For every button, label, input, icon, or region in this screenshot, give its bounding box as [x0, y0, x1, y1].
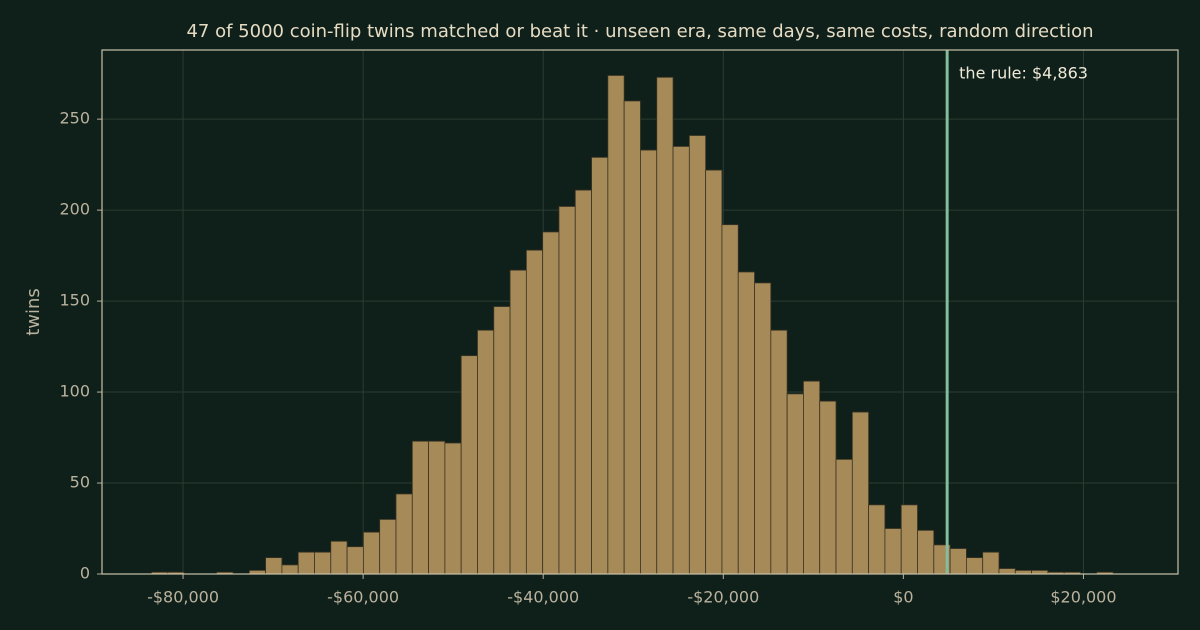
- x-tick-label: -$40,000: [507, 588, 579, 607]
- x-tick-label: -$80,000: [147, 588, 219, 607]
- bar: [509, 269, 527, 575]
- x-tick-label: -$60,000: [327, 588, 399, 607]
- y-tick-label: 200: [59, 200, 90, 219]
- x-tick-label: $20,000: [1050, 588, 1116, 607]
- bar: [330, 540, 348, 575]
- y-axis-label: twins: [23, 288, 44, 336]
- y-tick-label: 0: [80, 564, 90, 583]
- bar: [265, 557, 283, 575]
- bar: [949, 548, 967, 575]
- bar: [688, 135, 707, 575]
- bar: [574, 189, 592, 575]
- bar: [656, 76, 674, 575]
- bar: [835, 458, 853, 575]
- y-tick-label: 100: [59, 382, 90, 401]
- bar: [525, 249, 544, 575]
- bar: [591, 156, 609, 575]
- annotation: the rule: $4,863: [959, 64, 1088, 83]
- x-tick-label: -$20,000: [687, 588, 759, 607]
- bar: [542, 231, 560, 575]
- bar: [460, 355, 478, 575]
- bar: [362, 531, 381, 575]
- bar: [411, 440, 429, 575]
- bar: [868, 504, 886, 575]
- bar: [379, 519, 397, 575]
- y-tick-label: 150: [59, 291, 90, 310]
- bar: [314, 551, 332, 575]
- bar: [966, 557, 984, 575]
- bar: [900, 504, 918, 575]
- bar: [281, 564, 299, 575]
- bar: [770, 329, 788, 575]
- bar: [737, 271, 755, 575]
- bar: [803, 380, 821, 575]
- bar: [851, 411, 870, 575]
- bar: [607, 75, 625, 575]
- bar: [346, 546, 364, 575]
- bar: [623, 100, 641, 575]
- bar: [917, 529, 935, 575]
- bar: [982, 551, 1000, 575]
- bar: [428, 440, 446, 575]
- bar: [721, 224, 739, 575]
- bar: [884, 528, 902, 575]
- bar: [819, 400, 837, 575]
- bar: [786, 393, 804, 575]
- plot-frame: [101, 49, 1179, 575]
- bar: [640, 149, 658, 575]
- bar: [705, 169, 723, 575]
- x-tick-label: $0: [893, 588, 913, 607]
- y-tick-label: 250: [59, 109, 90, 128]
- y-tick-label: 50: [70, 473, 90, 492]
- bar: [998, 568, 1016, 575]
- bar: [444, 442, 462, 575]
- bar: [672, 146, 690, 575]
- chart-title: 47 of 5000 coin-flip twins matched or be…: [186, 21, 1093, 42]
- bar: [493, 306, 511, 575]
- bar: [754, 282, 772, 575]
- bar: [297, 551, 315, 575]
- bar: [477, 329, 495, 575]
- bar: [395, 493, 413, 575]
- bar: [558, 206, 576, 575]
